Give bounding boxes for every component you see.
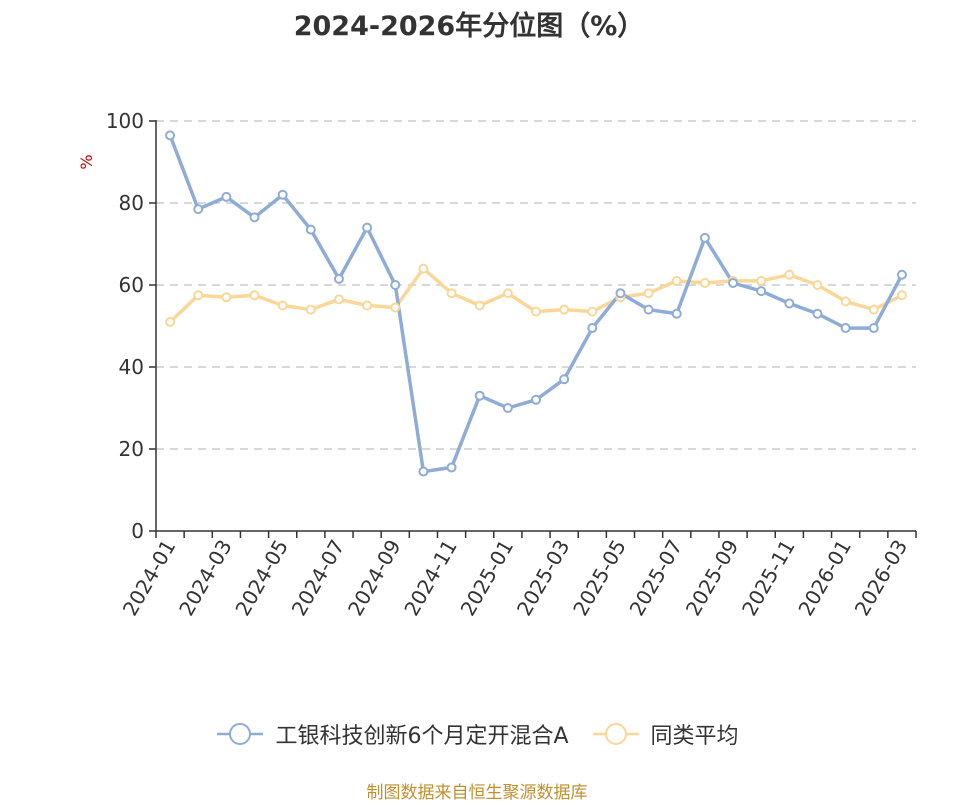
data-point-series2[interactable] (249, 290, 260, 301)
y-tick-label: 20 (119, 437, 144, 461)
data-point-series1[interactable] (333, 273, 344, 284)
data-point-series1[interactable] (896, 269, 907, 280)
y-tick-label: 0 (131, 519, 144, 543)
data-point-series1[interactable] (165, 130, 176, 141)
data-point-series2[interactable] (305, 304, 316, 315)
data-point-series1[interactable] (502, 403, 513, 413)
x-tick-label: 2024-01 (118, 536, 181, 620)
x-tick-label: 2026-03 (850, 536, 913, 620)
x-tick-label: 2024-03 (174, 536, 237, 620)
x-tick-label: 2025-01 (456, 536, 519, 620)
x-tick-label: 2025-09 (681, 536, 744, 620)
data-point-series1[interactable] (671, 308, 682, 319)
data-point-series2[interactable] (699, 277, 710, 288)
y-tick-label: 80 (119, 191, 144, 215)
data-point-series1[interactable] (221, 191, 232, 202)
chart-title: 2024-2026年分位图（%） (293, 11, 645, 42)
series-layer (165, 130, 907, 477)
data-point-series2[interactable] (671, 275, 682, 286)
x-tick-label: 2025-03 (512, 536, 575, 620)
data-point-series2[interactable] (221, 292, 232, 303)
data-point-series1[interactable] (812, 308, 823, 319)
data-point-series2[interactable] (418, 263, 429, 274)
y-tick-label: 40 (119, 355, 144, 379)
x-tick-label: 2024-05 (230, 536, 293, 620)
data-point-series2[interactable] (502, 288, 513, 299)
data-point-series2[interactable] (756, 275, 767, 286)
axes (155, 120, 916, 532)
legend-item-series2[interactable]: 同类平均 (591, 718, 739, 750)
data-point-series1[interactable] (390, 280, 401, 290)
data-point-series1[interactable] (868, 323, 879, 334)
data-point-series1[interactable] (840, 323, 851, 334)
data-point-series2[interactable] (333, 294, 344, 305)
data-point-series1[interactable] (728, 277, 739, 288)
x-tick-label: 2025-07 (624, 536, 687, 620)
x-tick-label: 2026-01 (793, 536, 856, 620)
x-tick-label: 2024-07 (287, 536, 350, 620)
y-tick-label: 60 (119, 273, 144, 297)
y-axis-ticks: 0 20 40 60 80 100 (106, 109, 156, 543)
x-tick-label: 2025-11 (737, 536, 800, 620)
legend: 工银科技创新6个月定开混合A 同类平均 (0, 718, 954, 750)
data-point-series1[interactable] (362, 222, 373, 233)
x-tick-label: 2024-11 (399, 536, 462, 620)
data-point-series2[interactable] (643, 288, 654, 299)
data-point-series2[interactable] (193, 290, 204, 301)
data-point-series2[interactable] (531, 306, 541, 317)
x-axis-ticks: 2024-012024-032024-052024-072024-092024-… (118, 531, 917, 620)
legend-label-series2: 同类平均 (650, 724, 739, 749)
data-point-series1[interactable] (418, 466, 429, 477)
data-point-series2[interactable] (446, 288, 457, 299)
legend-label-series1: 工银科技创新6个月定开混合A (275, 724, 569, 749)
data-point-series1[interactable] (587, 323, 598, 334)
data-point-series2[interactable] (165, 316, 176, 327)
y-axis-unit: % (77, 154, 96, 169)
data-point-series2[interactable] (868, 304, 879, 315)
data-point-series1[interactable] (277, 189, 288, 200)
data-point-series1[interactable] (305, 224, 316, 235)
data-point-series1[interactable] (559, 374, 570, 385)
data-point-series1[interactable] (531, 394, 541, 405)
legend-marker-series1 (217, 723, 264, 745)
data-point-series1[interactable] (615, 288, 626, 299)
legend-marker-series2 (592, 723, 639, 745)
data-point-series2[interactable] (362, 300, 373, 311)
data-point-series1[interactable] (643, 304, 654, 315)
grid-lines (156, 120, 916, 450)
data-source-note: 制图数据来自恒生聚源数据库 (366, 783, 588, 803)
data-point-series2[interactable] (390, 302, 401, 313)
data-point-series2[interactable] (784, 269, 795, 280)
x-tick-label: 2024-09 (343, 536, 406, 620)
y-tick-label: 100 (106, 109, 144, 133)
data-point-series1[interactable] (756, 286, 767, 297)
data-point-series1[interactable] (446, 462, 457, 473)
data-point-series1[interactable] (249, 212, 260, 223)
x-tick-label: 2025-05 (568, 536, 631, 620)
data-point-series1[interactable] (193, 204, 204, 215)
data-point-series1[interactable] (784, 298, 795, 309)
data-point-series2[interactable] (587, 306, 598, 317)
data-point-series2[interactable] (559, 304, 570, 315)
data-point-series1[interactable] (699, 232, 710, 243)
data-point-series2[interactable] (277, 300, 288, 311)
legend-item-series1[interactable]: 工银科技创新6个月定开混合A (215, 718, 569, 750)
data-point-series2[interactable] (896, 290, 907, 301)
data-point-series2[interactable] (840, 296, 851, 307)
data-point-series1[interactable] (474, 390, 485, 401)
data-point-series2[interactable] (812, 280, 823, 290)
data-point-series2[interactable] (474, 300, 485, 311)
